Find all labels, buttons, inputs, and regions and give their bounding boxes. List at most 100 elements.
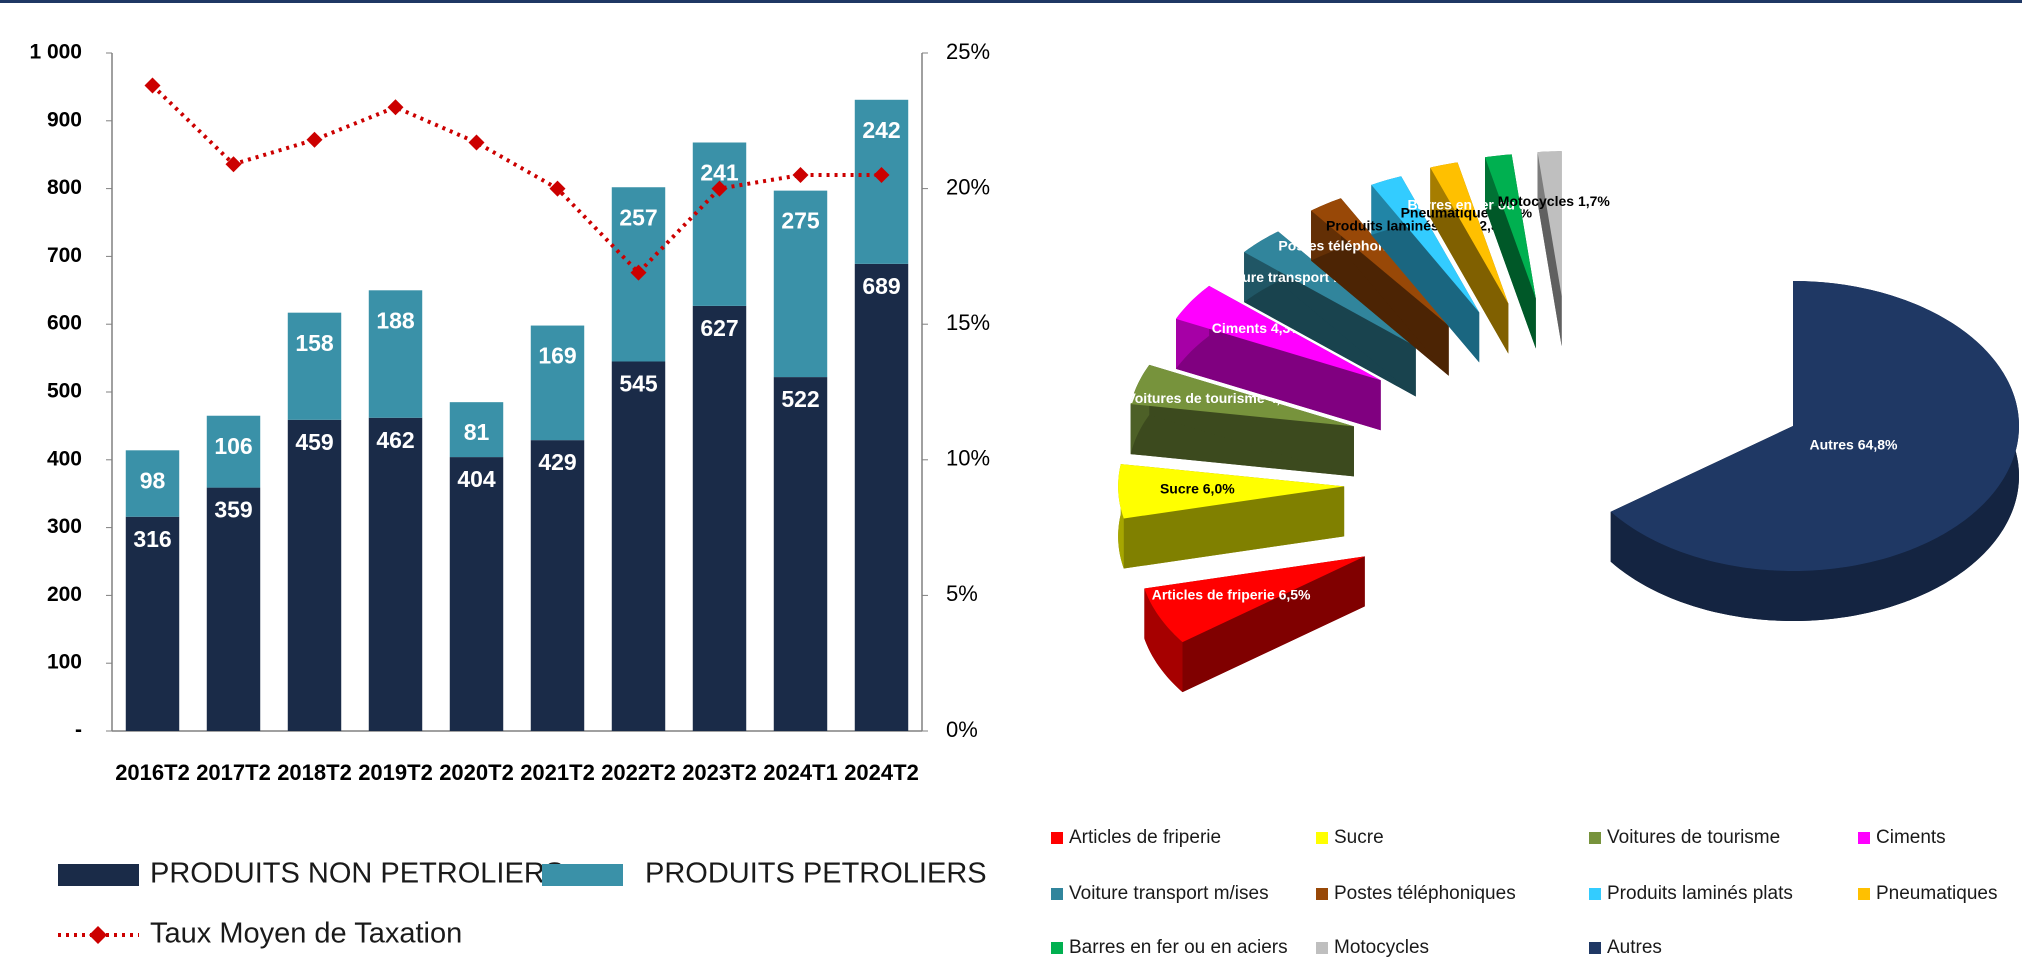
legend-swatch xyxy=(542,864,623,886)
bar xyxy=(368,417,423,731)
y-tick-label: 600 xyxy=(47,312,82,335)
legend-label: Ciments xyxy=(1876,827,1946,848)
y-tick-label: 300 xyxy=(47,515,82,538)
slice-label: Articles de friperie 6,5% xyxy=(1152,586,1311,602)
y2-tick-label: 25% xyxy=(946,39,990,64)
y-tick-label: 200 xyxy=(47,583,82,606)
bar-value-label: 106 xyxy=(214,433,252,459)
line-marker xyxy=(387,99,404,116)
bar-value-label: 429 xyxy=(538,449,576,475)
legend-label: Articles de friperie xyxy=(1069,827,1221,848)
legend-swatch xyxy=(1051,888,1063,900)
top-border xyxy=(0,0,2022,3)
y-tick-label: 100 xyxy=(47,651,82,674)
bar xyxy=(449,457,504,731)
y2-tick-label: 10% xyxy=(946,446,990,471)
bar-value-label: 81 xyxy=(464,419,490,445)
legend-label: PRODUITS NON PETROLIERS xyxy=(150,858,564,890)
bar-value-label: 627 xyxy=(700,315,738,341)
bar xyxy=(692,305,747,731)
bar xyxy=(530,440,585,731)
y2-tick-label: 0% xyxy=(946,717,978,742)
slice-label-value: 1,7% xyxy=(1578,193,1610,209)
legend-label: Autres xyxy=(1607,937,1662,958)
line-marker xyxy=(792,167,809,184)
line-marker xyxy=(306,131,323,148)
legend-label: Sucre xyxy=(1334,827,1384,848)
slice-label-value: 64,8% xyxy=(1858,436,1898,452)
bar-value-label: 459 xyxy=(295,429,333,455)
x-tick-label: 2016T2 xyxy=(115,760,190,785)
line-marker xyxy=(549,180,566,197)
bar-value-label: 169 xyxy=(538,343,576,369)
legend-swatch xyxy=(1589,888,1601,900)
bar xyxy=(530,325,585,441)
bar-value-label: 275 xyxy=(781,208,820,234)
bar-value-label: 545 xyxy=(619,371,658,397)
y2-tick-label: 20% xyxy=(946,174,990,199)
slice-label-name: Barres en fer ou en aciers xyxy=(1408,196,1580,212)
slice xyxy=(1244,231,1416,347)
bar xyxy=(449,402,504,458)
legend-swatch xyxy=(1051,832,1063,844)
slice-label-name: Voitures de tourisme xyxy=(1126,390,1264,406)
bar xyxy=(611,361,666,731)
line-marker xyxy=(630,264,647,281)
line xyxy=(151,84,882,276)
slice-label-name: Articles de friperie xyxy=(1152,586,1275,602)
slice-label-value: 1,9% xyxy=(1583,196,1615,212)
legend-label: Motocycles xyxy=(1334,937,1429,958)
slice xyxy=(1485,154,1536,299)
bar-value-label: 359 xyxy=(214,497,252,523)
legend-swatch xyxy=(1589,942,1601,954)
x-tick-label: 2019T2 xyxy=(358,760,433,785)
bar-value-label: 522 xyxy=(781,386,819,412)
slice-label: Autres 64,8% xyxy=(1810,436,1898,452)
slice-label: Sucre 6,0% xyxy=(1160,480,1235,496)
slice-label-value: 6,0% xyxy=(1203,480,1235,496)
slice-label: Motocycles 1,7% xyxy=(1498,193,1611,209)
y2-tick-label: 5% xyxy=(946,581,978,606)
bar-value-label: 462 xyxy=(376,427,414,453)
bar-value-label: 242 xyxy=(862,117,900,143)
legend-swatch xyxy=(1589,832,1601,844)
line-marker xyxy=(225,156,242,173)
bar-value-label: 689 xyxy=(862,273,900,299)
bar xyxy=(692,142,747,306)
bar-value-label: 98 xyxy=(140,467,166,493)
bar xyxy=(287,419,342,731)
x-tick-label: 2021T2 xyxy=(520,760,595,785)
y-tick-label: 400 xyxy=(47,447,82,470)
legend-label: Barres en fer ou en aciers xyxy=(1069,937,1288,958)
y-tick-label: 800 xyxy=(47,176,82,199)
bar xyxy=(773,377,828,731)
slice xyxy=(1118,464,1345,519)
legend-swatch xyxy=(1316,942,1328,954)
x-tick-label: 2017T2 xyxy=(196,760,271,785)
line-marker xyxy=(711,180,728,197)
slice-label-value: 6,5% xyxy=(1279,586,1311,602)
y-tick-label: 1 000 xyxy=(29,41,82,64)
x-tick-label: 2022T2 xyxy=(601,760,676,785)
legend-swatch xyxy=(1858,888,1870,900)
slice xyxy=(1311,198,1449,326)
y-tick-label: 900 xyxy=(47,108,82,131)
legend-swatch xyxy=(58,864,139,886)
legend-label: Taux Moyen de Taxation xyxy=(150,918,462,950)
y-tick-label: 700 xyxy=(47,244,82,267)
bar-value-label: 404 xyxy=(457,466,496,492)
legend-swatch xyxy=(1858,832,1870,844)
slice xyxy=(1176,285,1381,381)
slice-side xyxy=(1371,184,1480,363)
slice xyxy=(1430,162,1509,304)
slice-side xyxy=(1610,281,2019,621)
y-tick-label: 500 xyxy=(47,380,82,403)
bar xyxy=(206,415,261,488)
slice xyxy=(1371,176,1480,313)
bar-value-label: 316 xyxy=(133,526,171,552)
bar-value-label: 158 xyxy=(295,330,334,356)
legend-marker xyxy=(89,926,107,944)
x-tick-label: 2020T2 xyxy=(439,760,514,785)
